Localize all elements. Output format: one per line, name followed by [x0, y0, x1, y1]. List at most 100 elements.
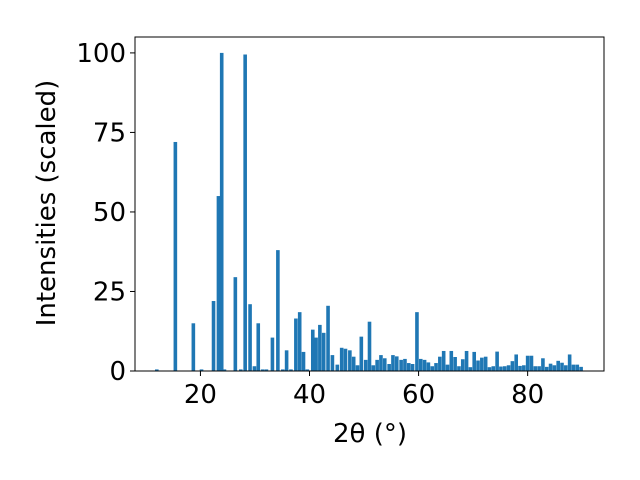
bar [270, 337, 275, 371]
bar [491, 366, 496, 371]
bar [533, 366, 538, 371]
bar [571, 364, 576, 371]
bar [355, 365, 360, 371]
bar [476, 360, 480, 371]
bar [438, 356, 442, 371]
bar [514, 354, 518, 371]
bar [264, 369, 269, 371]
bar [537, 366, 541, 371]
x-tick-label: 80 [511, 380, 544, 410]
bar [487, 367, 492, 371]
bar [252, 366, 257, 371]
x-tick-label: 20 [184, 380, 217, 410]
y-tick-label: 100 [76, 39, 126, 69]
y-axis-label: Intensities (scaled) [32, 80, 62, 327]
bar [406, 363, 411, 371]
bar [422, 359, 427, 371]
bar [155, 369, 159, 371]
bar [399, 359, 403, 371]
bar [343, 348, 348, 371]
y-tick-label: 25 [93, 277, 126, 307]
bar [552, 365, 557, 371]
bar [280, 369, 285, 371]
bar [522, 365, 526, 371]
bar [430, 366, 435, 371]
bar [445, 364, 450, 371]
bar [472, 351, 477, 371]
bar [453, 357, 457, 371]
bar [387, 364, 391, 371]
bar [326, 305, 330, 371]
bar [297, 312, 302, 371]
y-tick-label: 0 [109, 357, 126, 387]
bar [518, 365, 522, 371]
bar [289, 369, 293, 371]
bar [294, 318, 298, 371]
bar [579, 366, 583, 371]
bar [260, 369, 265, 371]
bar [541, 358, 545, 371]
bar [483, 356, 488, 371]
bar [379, 355, 383, 371]
bar [371, 365, 376, 371]
bar [276, 250, 280, 371]
bar [382, 358, 387, 371]
bar [502, 366, 507, 371]
bar [525, 355, 530, 371]
y-tick-label: 75 [93, 118, 126, 148]
bar [575, 364, 580, 371]
bar [391, 355, 395, 371]
bar [480, 357, 484, 371]
bar [243, 54, 247, 371]
bar [464, 350, 469, 371]
bar [506, 365, 511, 371]
x-tick-label: 40 [293, 380, 326, 410]
bar [495, 351, 499, 371]
bar [418, 358, 423, 371]
bar [567, 354, 572, 371]
bar [348, 350, 352, 371]
bar [403, 358, 407, 371]
bar [222, 369, 227, 371]
bar [394, 356, 399, 371]
bar [510, 361, 515, 371]
bar [301, 351, 306, 371]
bar [363, 359, 368, 371]
bar [529, 355, 534, 371]
bar [191, 323, 196, 371]
bar [284, 350, 289, 371]
bar [460, 359, 465, 371]
bar [330, 355, 335, 371]
bar [434, 363, 438, 371]
bar [318, 324, 322, 371]
y-tick-label: 50 [93, 198, 126, 228]
bar [556, 360, 560, 371]
bar [375, 359, 379, 371]
bar [339, 347, 344, 371]
bar [415, 312, 419, 371]
bar [449, 350, 454, 371]
bar [410, 364, 415, 371]
bar [211, 301, 216, 371]
bar [305, 369, 310, 371]
bar [199, 369, 204, 371]
bar [256, 323, 261, 371]
bar [367, 321, 372, 371]
bar [219, 52, 224, 372]
plot-frame [134, 36, 605, 372]
bar [321, 332, 326, 371]
x-tick-label: 60 [402, 380, 435, 410]
bar [314, 337, 318, 371]
bar [335, 364, 340, 371]
bars-layer [155, 52, 583, 372]
bar [548, 363, 553, 371]
bar [468, 367, 473, 371]
x-axis-label: 2θ (°) [333, 419, 407, 449]
bar [564, 365, 568, 371]
bar [310, 329, 315, 371]
bar [351, 356, 356, 371]
bar [173, 141, 178, 371]
bar [441, 350, 446, 371]
bar [248, 304, 252, 371]
